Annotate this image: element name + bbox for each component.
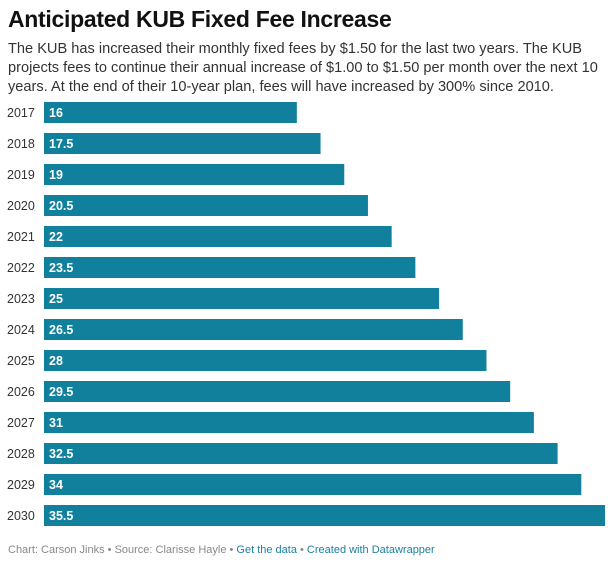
bar xyxy=(44,102,297,123)
year-label: 2021 xyxy=(7,230,35,244)
bar xyxy=(44,226,392,247)
year-label: 2022 xyxy=(7,261,35,275)
bar xyxy=(44,350,487,371)
chart-footer: Chart: Carson Jinks • Source: Clarisse H… xyxy=(8,544,435,556)
chart-description: The KUB has increased their monthly fixe… xyxy=(8,41,598,95)
bar-value-label: 23.5 xyxy=(49,261,73,275)
year-label: 2017 xyxy=(7,106,35,120)
bar xyxy=(44,164,345,185)
bar-value-label: 35.5 xyxy=(49,509,73,523)
bar-chart: 2017 16 2018 17.5 2019 19 2020 20.5 2021 22 2022 23… xyxy=(7,102,605,526)
bar xyxy=(44,319,463,340)
bar xyxy=(44,474,582,495)
bar-value-label: 26.5 xyxy=(49,323,73,337)
footer-separator: • xyxy=(104,544,115,556)
chart-title: Anticipated KUB Fixed Fee Increase xyxy=(8,6,392,32)
bar xyxy=(44,257,416,278)
bar-value-label: 16 xyxy=(49,106,63,120)
year-label: 2028 xyxy=(7,447,35,461)
source-credit: Source: Clarisse Hayle xyxy=(114,544,227,556)
bar-value-label: 25 xyxy=(49,292,63,306)
year-label: 2020 xyxy=(7,199,35,213)
bar-value-label: 22 xyxy=(49,230,63,244)
bar xyxy=(44,443,558,464)
bar xyxy=(44,381,511,402)
bar xyxy=(44,195,368,216)
bar-value-label: 28 xyxy=(49,354,63,368)
chart-credit: Chart: Carson Jinks xyxy=(8,544,105,556)
year-label: 2018 xyxy=(7,137,35,151)
bar xyxy=(44,505,605,526)
year-label: 2029 xyxy=(7,478,35,492)
year-label: 2027 xyxy=(7,416,35,430)
created-with-datawrapper-link[interactable]: Created with Datawrapper xyxy=(306,544,435,556)
bar-value-label: 20.5 xyxy=(49,199,73,213)
bar-value-label: 34 xyxy=(49,478,63,492)
year-label: 2023 xyxy=(7,292,35,306)
bar xyxy=(44,288,440,309)
year-label: 2030 xyxy=(7,509,35,523)
footer-separator: • xyxy=(226,544,237,556)
year-label: 2024 xyxy=(7,323,35,337)
bar-value-label: 32.5 xyxy=(49,447,73,461)
bar xyxy=(44,412,534,433)
bar-value-label: 31 xyxy=(49,416,63,430)
footer-separator: • xyxy=(296,544,307,556)
bar-value-label: 19 xyxy=(49,168,63,182)
bar-value-label: 29.5 xyxy=(49,385,73,399)
year-label: 2025 xyxy=(7,354,35,368)
bar-value-label: 17.5 xyxy=(49,137,73,151)
year-label: 2026 xyxy=(7,385,35,399)
bar xyxy=(44,133,321,154)
year-label: 2019 xyxy=(7,168,35,182)
get-the-data-link[interactable]: Get the data xyxy=(236,544,297,556)
